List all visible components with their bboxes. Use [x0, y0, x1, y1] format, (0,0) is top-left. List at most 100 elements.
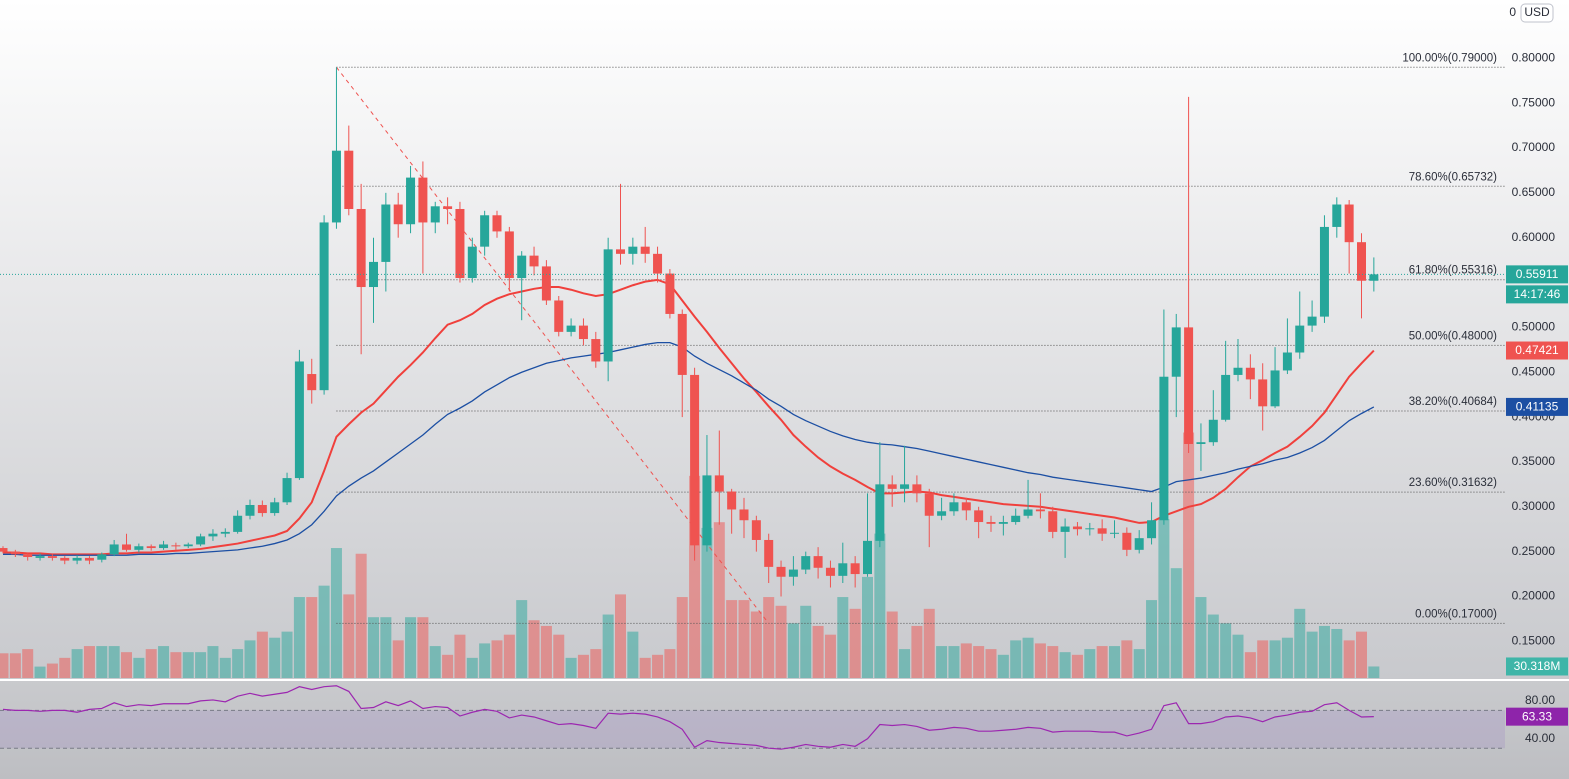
candle-body — [628, 246, 638, 254]
y-tick-label: 0.50000 — [1512, 320, 1556, 334]
volume-bar — [1294, 608, 1306, 678]
moving-average — [3, 278, 1375, 556]
candle-body — [183, 544, 193, 547]
candle-body — [850, 563, 860, 575]
volume-bar — [1368, 666, 1380, 678]
candle-body — [1245, 367, 1255, 380]
volume-bar — [911, 625, 923, 678]
volume-bar — [824, 634, 836, 678]
volume-bar — [318, 585, 330, 678]
candle-body — [60, 557, 70, 561]
rsi-band — [0, 710, 1505, 749]
candle-body — [1023, 509, 1033, 516]
volume-bar — [553, 634, 565, 678]
candle-body — [418, 177, 428, 223]
volume-bar — [9, 653, 21, 678]
volume-bar — [392, 640, 404, 678]
volume-bar — [244, 640, 256, 678]
candle-body — [591, 339, 601, 362]
volume-bar — [1084, 649, 1096, 678]
currency-label[interactable]: USD — [1524, 5, 1550, 19]
volume-bar — [738, 600, 750, 678]
candle-body — [1122, 532, 1132, 550]
candle-body — [603, 249, 613, 362]
candle-body — [1184, 327, 1194, 444]
candle-body — [1134, 538, 1144, 550]
volume-bar — [330, 548, 342, 678]
volume-bar — [1232, 634, 1244, 678]
candle-body — [1147, 520, 1157, 539]
candle-body — [900, 484, 910, 489]
volume-bar — [1281, 637, 1293, 678]
volume-bar — [1244, 652, 1256, 678]
volume-bar — [1146, 600, 1158, 678]
currency-button[interactable] — [1520, 3, 1554, 23]
volume-bar — [429, 646, 441, 678]
ma-value-label-box — [1506, 341, 1568, 360]
candle-body — [1110, 532, 1119, 534]
candle-body — [1221, 374, 1231, 420]
candle-body — [294, 361, 304, 479]
candle-body — [875, 484, 885, 541]
volume-bar — [1257, 640, 1269, 678]
volume-bar — [1022, 637, 1034, 678]
volume-bar — [1047, 646, 1059, 678]
volume-bar — [355, 553, 367, 678]
volume-bar — [750, 611, 762, 678]
candle-body — [801, 556, 811, 570]
volume-bar — [775, 605, 787, 678]
volume-bar — [973, 646, 985, 678]
volume-bar — [0, 653, 9, 678]
countdown-label: 14:17:46 — [1514, 287, 1561, 301]
volume-bar — [602, 614, 614, 678]
volume-bar — [96, 646, 108, 678]
volume-bar — [862, 576, 873, 678]
candle-body — [1011, 515, 1021, 523]
candle-body — [245, 504, 255, 516]
volume-bar — [540, 625, 552, 678]
volume-bar — [615, 594, 626, 678]
ma-value-label: 0.41135 — [1516, 400, 1559, 414]
y-tick-label: 0.75000 — [1512, 95, 1556, 109]
y-tick-label: 0.20000 — [1512, 589, 1556, 603]
volume-bar — [479, 643, 491, 678]
candle-body — [134, 546, 144, 550]
candle-body — [813, 556, 823, 568]
candle-body — [1072, 526, 1082, 530]
candle-body — [566, 325, 576, 332]
candle-body — [504, 231, 514, 279]
candle-body — [23, 554, 33, 558]
candle-body — [1319, 226, 1329, 317]
volume-bar — [269, 637, 281, 678]
rsi-value-label-box — [1506, 707, 1568, 726]
ma-value-label-box — [1506, 397, 1568, 416]
volume-value-label-box — [1506, 657, 1568, 676]
volume-bar — [1096, 646, 1108, 678]
moving-average — [3, 341, 1375, 556]
volume-bar — [1133, 649, 1145, 678]
volume-bar — [182, 652, 194, 678]
candle-body — [1085, 528, 1095, 530]
rsi-pane — [0, 681, 1569, 779]
volume-bar — [306, 597, 318, 678]
fib-label: 38.20%(0.40684) — [1409, 396, 1497, 408]
candle-body — [677, 313, 687, 375]
candle-body — [257, 504, 267, 514]
candle-body — [492, 215, 502, 232]
pane-separator — [0, 679, 1569, 681]
candle-body — [467, 246, 477, 279]
candle-body — [1295, 325, 1305, 353]
candle-body — [455, 208, 465, 279]
volume-bar — [664, 649, 676, 678]
rsi-tick-label: 80.00 — [1525, 693, 1555, 707]
candle-body — [863, 540, 872, 575]
volume-bar — [985, 649, 997, 678]
candle-body — [727, 491, 737, 510]
volume-bar — [46, 663, 58, 678]
volume-bar — [1059, 652, 1071, 678]
candle-body — [35, 556, 45, 558]
y-tick-label: 0.25000 — [1512, 544, 1556, 558]
candle-body — [1048, 511, 1058, 532]
